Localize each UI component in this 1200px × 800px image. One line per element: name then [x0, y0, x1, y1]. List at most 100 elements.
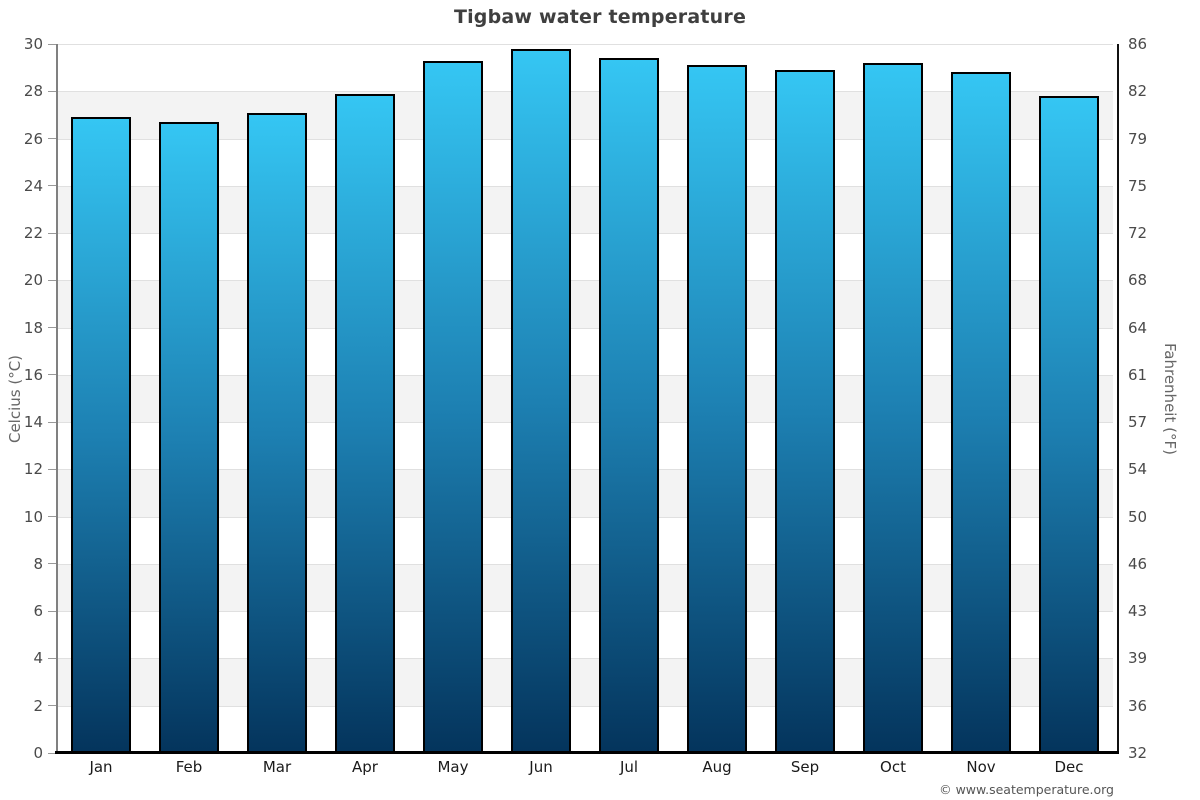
y-tick-mark	[48, 563, 56, 565]
y-tick-label-fahrenheit: 50	[1128, 507, 1148, 526]
gridline-band	[57, 91, 1113, 139]
y-tick-label-celsius: 30	[23, 35, 43, 53]
y-tick-label-celsius: 6	[33, 602, 43, 621]
bar-slot	[57, 44, 145, 753]
y-tick-label-fahrenheit: 32	[1128, 744, 1148, 762]
x-tick-label: Mar	[262, 758, 292, 776]
y-tick-label-celsius: 14	[23, 413, 43, 432]
gridline-band	[57, 44, 1113, 91]
y-tick-label-celsius: 12	[23, 460, 43, 479]
y-tick-mark	[48, 752, 56, 754]
x-axis-baseline	[55, 751, 1119, 754]
celsius-axis-title-container: Celcius (°C)	[0, 44, 30, 753]
bar-slot	[321, 44, 409, 753]
gridline-band	[57, 422, 1113, 469]
bar-slot	[145, 44, 233, 753]
bar-may	[423, 60, 483, 753]
bar-apr	[335, 93, 395, 753]
x-tick-label: Jan	[89, 758, 113, 776]
y-tick-label-fahrenheit: 75	[1128, 176, 1148, 195]
y-tick-label-fahrenheit: 86	[1128, 35, 1148, 53]
y-tick-label-celsius: 10	[23, 507, 43, 526]
y-tick-label-celsius: 0	[33, 744, 43, 762]
x-tick-label: Feb	[175, 758, 203, 776]
y-tick-label-celsius: 2	[33, 696, 43, 715]
gridline-band	[57, 185, 1113, 234]
y-tick-mark	[48, 90, 56, 92]
left-axis-line	[56, 44, 58, 753]
y-tick-mark	[48, 43, 56, 45]
plot-area: 30 86 28 82 26 79 24 75 22 72 20 68 18 64 16 61 14 57 12 54…	[24, 35, 1147, 762]
bar-slot	[673, 44, 761, 753]
bar-jan	[71, 117, 131, 753]
y-tick-mark	[48, 185, 56, 187]
bar-slot	[937, 44, 1025, 753]
gridline-band	[57, 233, 1113, 280]
y-tick-label-fahrenheit: 57	[1128, 413, 1148, 432]
y-tick-label-fahrenheit: 54	[1128, 460, 1148, 479]
y-tick-label-celsius: 28	[23, 82, 43, 101]
y-tick-label-fahrenheit: 61	[1128, 365, 1148, 384]
bar-jun	[511, 48, 571, 753]
y-tick-label-celsius: 4	[33, 649, 43, 668]
gridline-band	[57, 280, 1113, 328]
y-tick-label-fahrenheit: 36	[1128, 696, 1148, 715]
x-tick-label: May	[437, 758, 469, 776]
y-tick-mark	[48, 516, 56, 518]
x-axis-labels: Jan Feb Mar Apr May Jun Jul Aug Sep Oct Nov Dec	[57, 758, 1113, 776]
gridline-band	[57, 563, 1113, 612]
bars-container	[57, 44, 1113, 753]
gridline-band	[57, 138, 1113, 186]
bar-nov	[951, 72, 1011, 753]
y-tick-label-celsius: 22	[23, 224, 43, 243]
x-tick-label: Nov	[966, 758, 996, 776]
gridline-band	[57, 658, 1113, 706]
x-tick-label: Apr	[352, 758, 378, 776]
x-tick-label: Jun	[529, 758, 553, 776]
gridline-band	[57, 327, 1113, 375]
y-tick-mark	[48, 468, 56, 470]
y-tick-label-fahrenheit: 79	[1128, 129, 1148, 148]
y-tick-mark	[48, 610, 56, 612]
y-tick-label-celsius: 8	[33, 554, 43, 573]
x-tick-label: Dec	[1054, 758, 1084, 776]
bar-slot	[497, 44, 585, 753]
bar-oct	[863, 62, 923, 753]
bar-jul	[599, 58, 659, 753]
bar-slot	[409, 44, 497, 753]
y-tick-label-celsius: 24	[23, 176, 43, 195]
y-tick-label-celsius: 16	[23, 365, 43, 384]
bar-slot	[1025, 44, 1113, 753]
bar-dec	[1039, 96, 1099, 753]
x-tick-label: Aug	[702, 758, 732, 776]
bar-slot	[233, 44, 321, 753]
y-tick-label-fahrenheit: 64	[1128, 318, 1148, 337]
footer-credit: © www.seatemperature.org	[939, 782, 1114, 797]
y-tick-label-fahrenheit: 43	[1128, 602, 1148, 621]
y-tick-label-fahrenheit: 68	[1128, 271, 1148, 290]
y-tick-label-celsius: 18	[23, 318, 43, 337]
y-tick-label-celsius: 20	[23, 271, 43, 290]
y-tick-label-fahrenheit: 39	[1128, 649, 1148, 668]
fahrenheit-axis-title-container: Fahrenheit (°F)	[1155, 44, 1185, 753]
y-tick-label-celsius: 26	[23, 129, 43, 148]
x-tick-label: Sep	[790, 758, 820, 776]
y-tick-mark	[48, 279, 56, 281]
bar-aug	[687, 65, 747, 753]
y-tick-label-fahrenheit: 46	[1128, 554, 1148, 573]
y-tick-label-fahrenheit: 82	[1128, 82, 1148, 101]
gridline-band	[57, 469, 1113, 517]
x-tick-label: Oct	[880, 758, 906, 776]
gridline-band	[57, 516, 1113, 564]
bar-slot	[585, 44, 673, 753]
y-tick-label-fahrenheit: 72	[1128, 224, 1148, 243]
bar-mar	[247, 112, 307, 753]
y-tick-mark	[48, 232, 56, 234]
gridline-band	[57, 374, 1113, 423]
x-tick-label: Jul	[619, 758, 639, 776]
right-axis-line	[1117, 44, 1119, 753]
bar-slot	[761, 44, 849, 753]
gridline-band	[57, 705, 1113, 753]
bar-slot	[849, 44, 937, 753]
